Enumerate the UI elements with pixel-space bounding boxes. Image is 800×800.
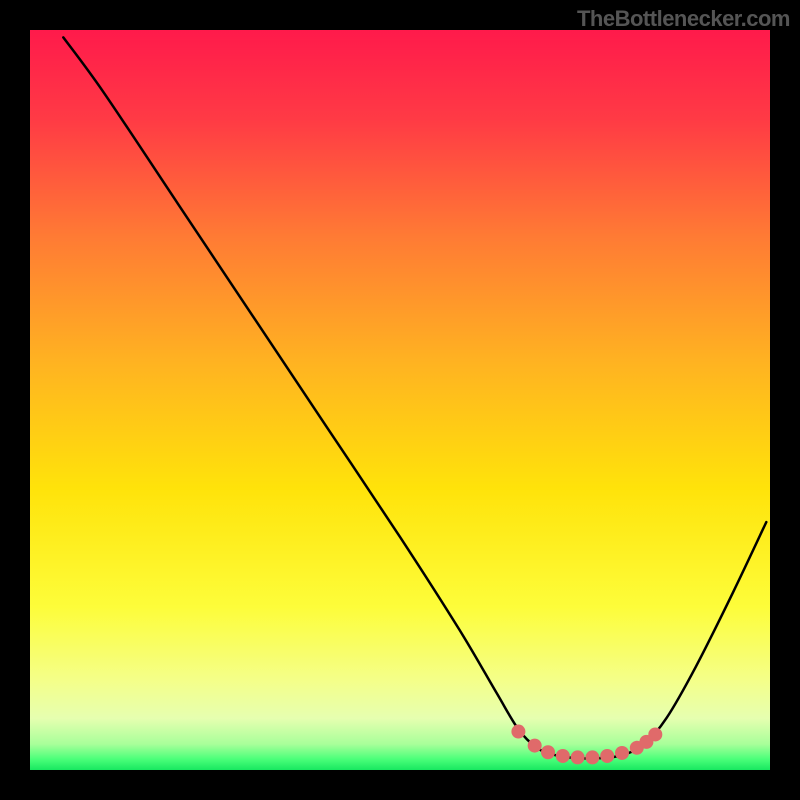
gradient-background	[30, 30, 770, 770]
optimal-marker	[541, 745, 555, 759]
optimal-marker	[511, 725, 525, 739]
optimal-marker	[615, 746, 629, 760]
chart-container: TheBottlenecker.com	[0, 0, 800, 800]
optimal-marker	[528, 739, 542, 753]
plot-area	[30, 30, 770, 770]
chart-svg	[30, 30, 770, 770]
optimal-marker	[600, 749, 614, 763]
optimal-marker	[648, 727, 662, 741]
watermark-text: TheBottlenecker.com	[577, 6, 790, 32]
optimal-marker	[571, 750, 585, 764]
optimal-marker	[556, 749, 570, 763]
optimal-marker	[585, 750, 599, 764]
